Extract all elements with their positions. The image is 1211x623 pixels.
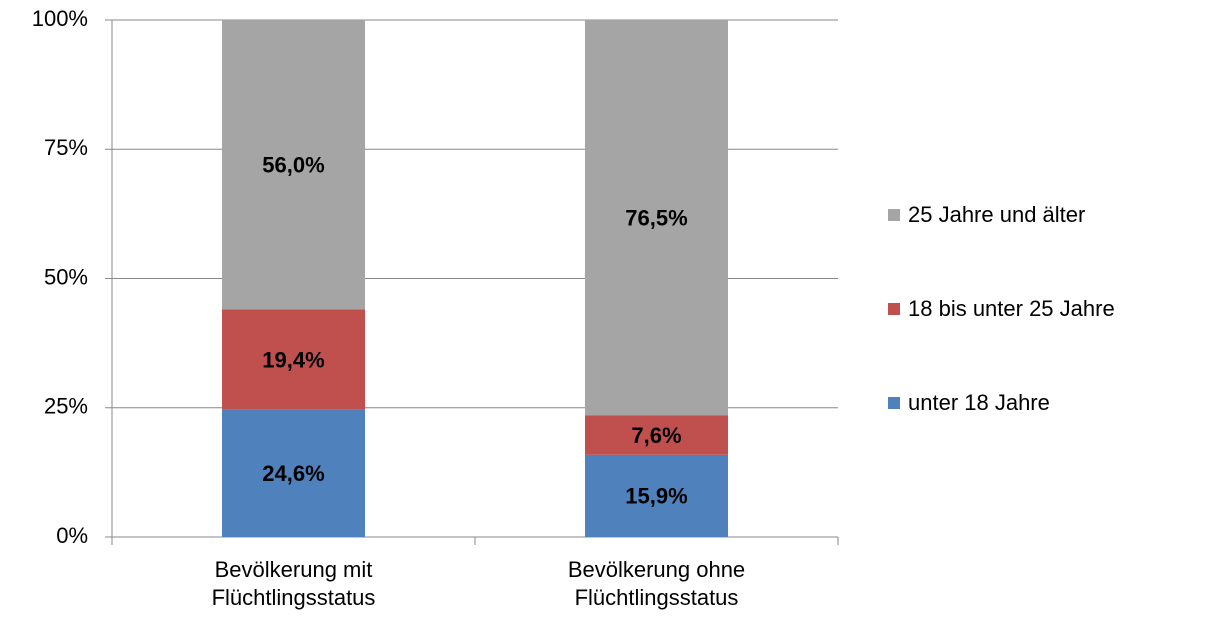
y-tick-label: 0% [56, 523, 88, 548]
legend-label: 18 bis unter 25 Jahre [908, 296, 1115, 321]
data-label: 7,6% [631, 423, 681, 448]
bar-segment [584, 415, 729, 455]
y-tick-label: 100% [32, 6, 88, 31]
data-label: 24,6% [262, 461, 324, 486]
bar-segment [221, 309, 366, 410]
x-tick-label: Bevölkerung mit Flüchtlingsstatus [211, 557, 376, 610]
y-tick-label: 50% [44, 264, 88, 289]
bar-segment [221, 409, 366, 537]
bar-segment [584, 20, 729, 416]
y-tick-label: 75% [44, 135, 88, 160]
legend-swatch [888, 209, 900, 221]
data-label: 15,9% [625, 484, 687, 509]
legend-swatch [888, 397, 900, 409]
bar-segment [221, 20, 366, 310]
x-tick-label: Bevölkerung ohne Flüchtlingsstatus [567, 557, 746, 610]
data-label: 56,0% [262, 153, 324, 178]
y-tick-label: 25% [44, 394, 88, 419]
legend-label: unter 18 Jahre [908, 390, 1050, 415]
legend-label: 25 Jahre und älter [908, 202, 1085, 227]
data-label: 19,4% [262, 347, 324, 372]
bar-segment [584, 454, 729, 537]
legend-swatch [888, 303, 900, 315]
data-label: 76,5% [625, 206, 687, 231]
